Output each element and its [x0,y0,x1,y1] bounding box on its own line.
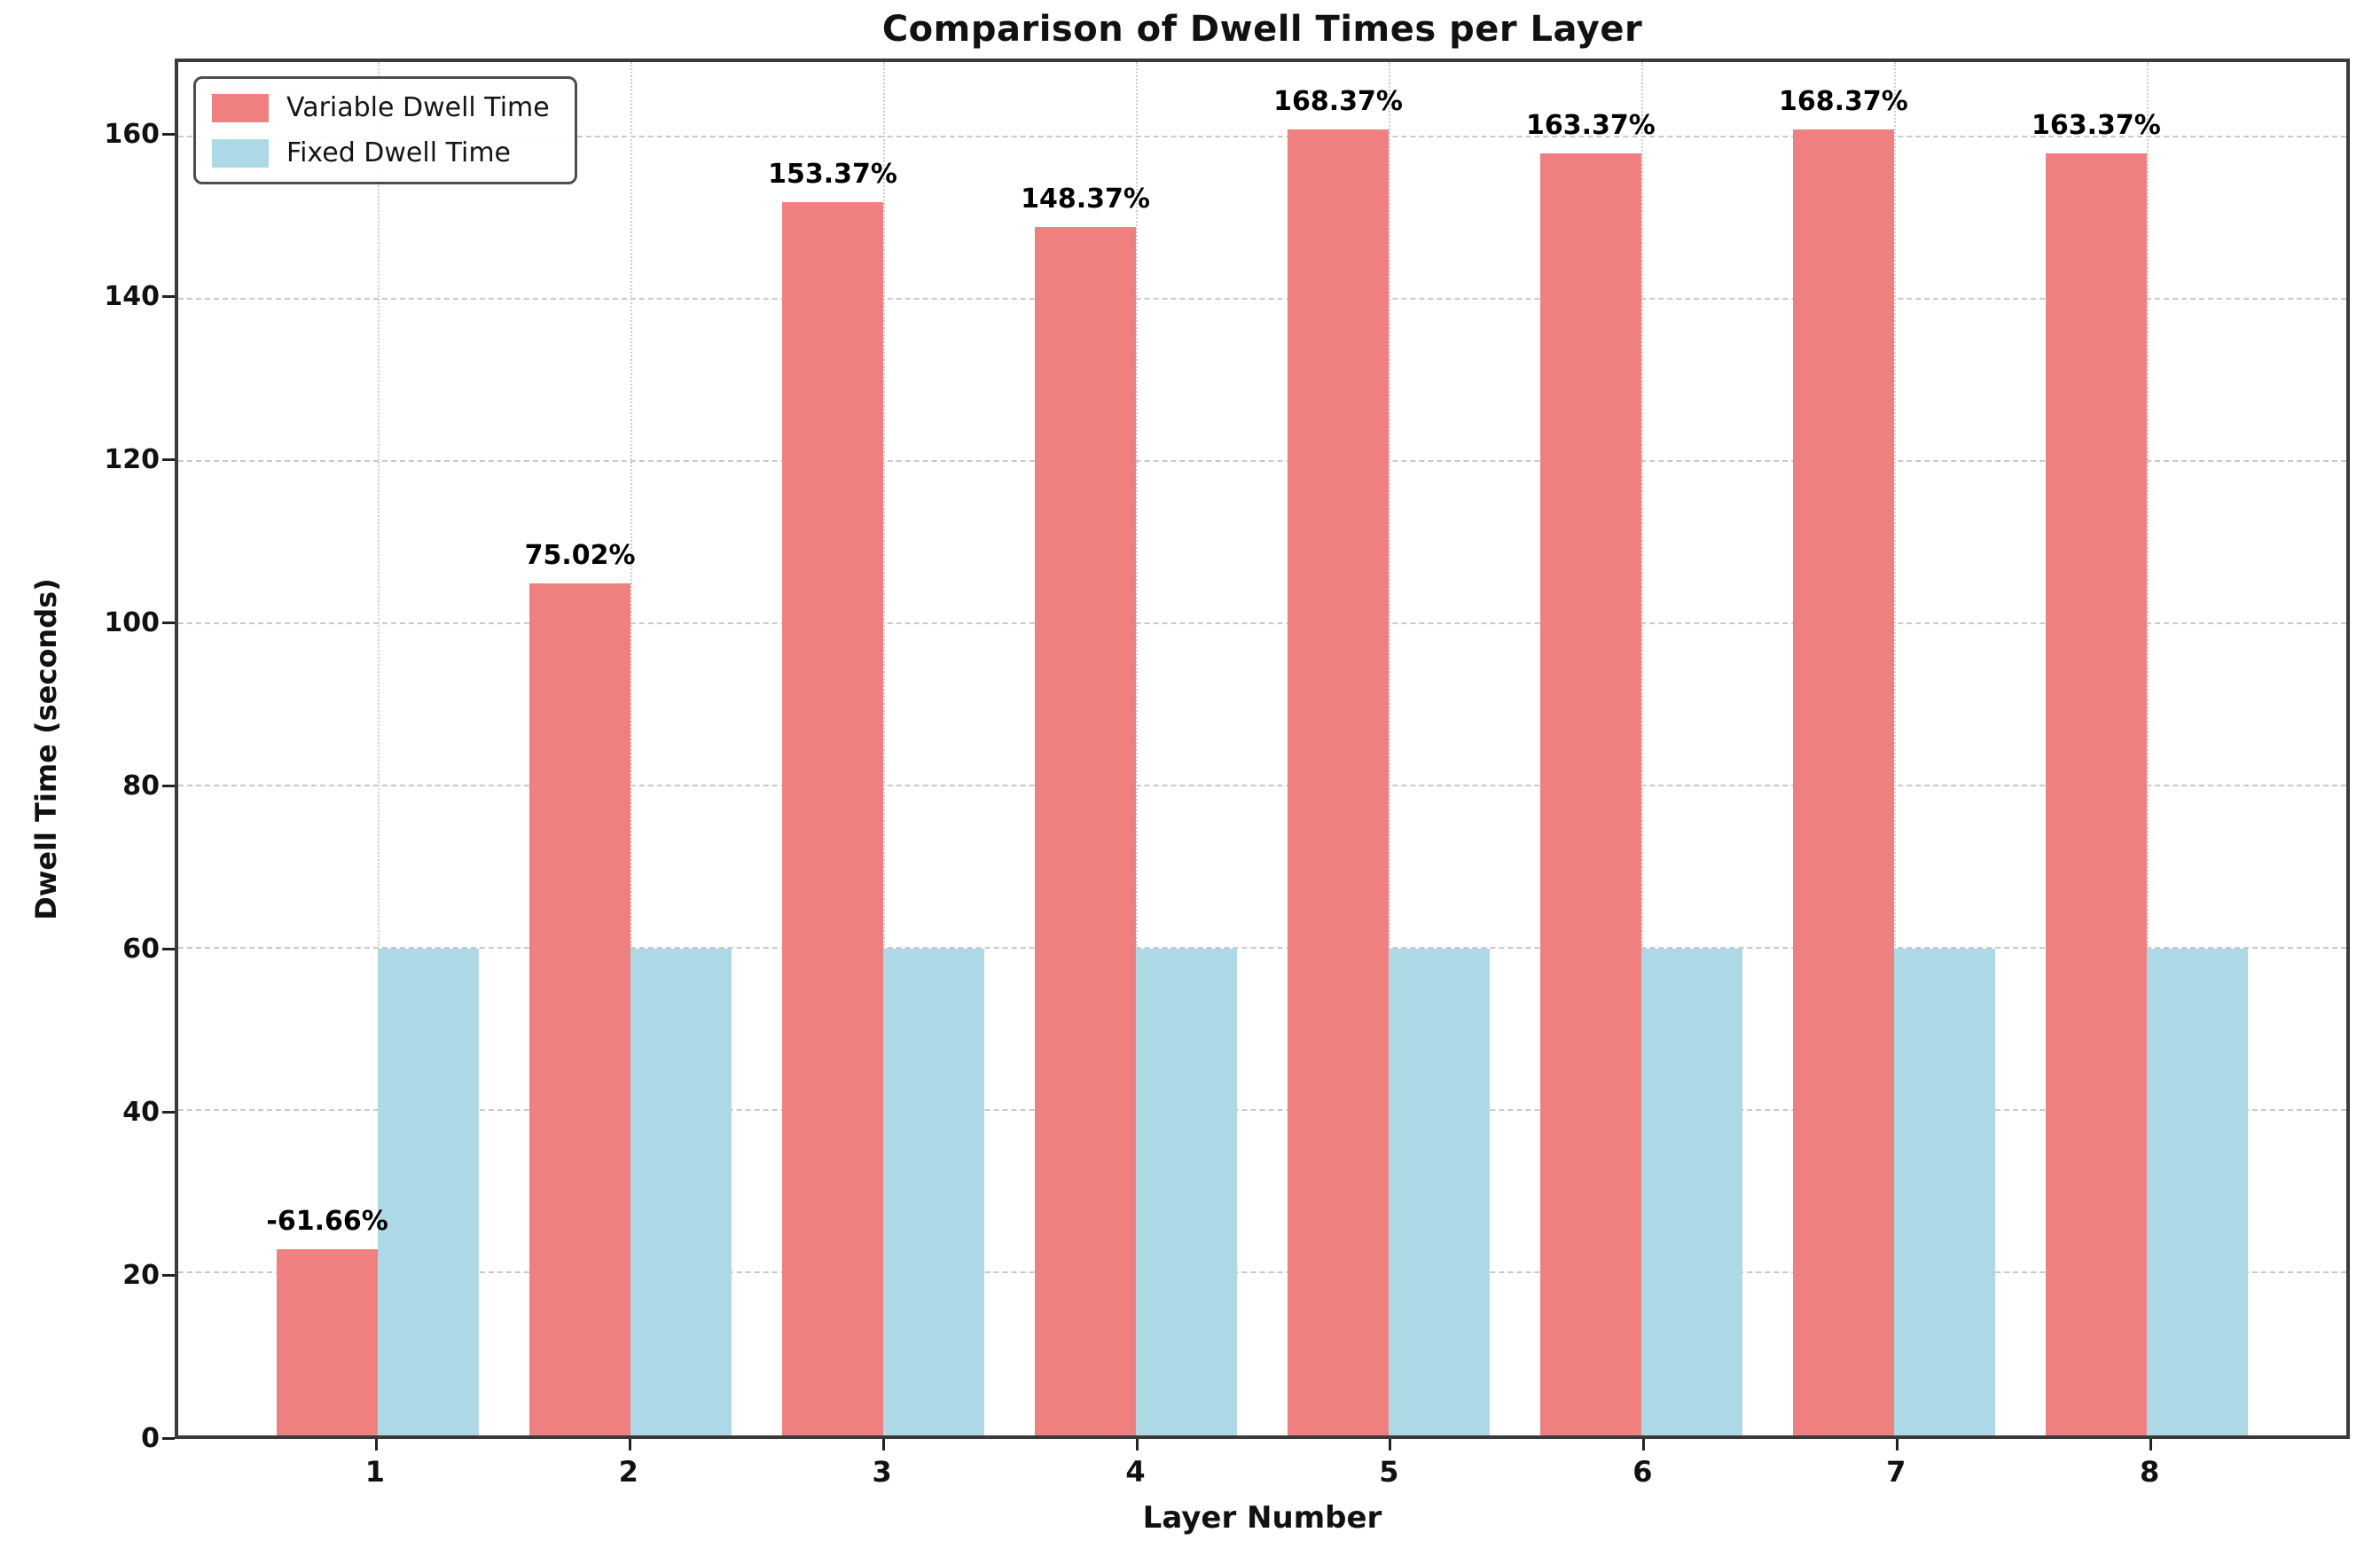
gridline-horizontal [178,1271,2346,1274]
x-tick-label-5: 5 [1379,1455,1399,1489]
bar-label-layer-8: 163.37% [2031,110,2161,142]
gridline-vertical [2146,62,2149,1435]
gridline-vertical [1893,62,1896,1435]
y-tick-label-40: 40 [122,1097,160,1129]
x-tick-label-2: 2 [618,1455,638,1489]
bar-fixed-layer-6 [1640,949,1742,1435]
y-tick-mark [162,1111,175,1114]
bar-label-layer-2: 75.02% [524,540,636,572]
bar-fixed-layer-8 [2146,949,2248,1435]
legend-item-fixed: Fixed Dwell Time [212,138,550,168]
bar-variable-layer-2 [529,583,631,1435]
gridline-horizontal [178,947,2346,950]
bar-variable-layer-7 [1792,129,1894,1435]
y-tick-label-160: 160 [104,118,160,150]
x-tick-mark [1642,1439,1646,1450]
x-tick-mark [1896,1439,1899,1450]
gridline-vertical [630,62,633,1435]
y-tick-label-80: 80 [122,770,160,802]
bar-variable-layer-3 [782,202,884,1435]
gridline-horizontal [178,785,2346,787]
x-tick-mark [881,1439,885,1450]
legend-label-variable: Variable Dwell Time [286,92,550,123]
gridline-horizontal [178,136,2346,138]
y-tick-mark [162,785,175,788]
bar-label-layer-1: -61.66% [266,1205,388,1237]
chart-title: Comparison of Dwell Times per Layer [881,9,1643,50]
x-tick-label-4: 4 [1125,1455,1146,1489]
x-tick-label-8: 8 [2140,1455,2160,1489]
bar-variable-layer-1 [277,1248,379,1435]
x-tick-mark [2149,1439,2153,1450]
x-axis-label: Layer Number [1142,1500,1382,1536]
bar-label-layer-7: 168.37% [1778,85,1908,117]
bar-variable-layer-6 [1539,153,1641,1435]
y-tick-mark [162,622,175,625]
bar-variable-layer-5 [1287,129,1389,1435]
bar-fixed-layer-5 [1388,949,1490,1435]
x-tick-label-3: 3 [872,1455,892,1489]
legend-item-variable: Variable Dwell Time [212,93,550,122]
x-tick-label-7: 7 [1886,1455,1906,1489]
bar-label-layer-6: 163.37% [1526,110,1656,142]
gridline-vertical [1136,62,1139,1435]
gridline-vertical [1388,62,1390,1435]
x-tick-mark [1389,1439,1392,1450]
bar-label-layer-5: 168.37% [1273,85,1403,117]
gridline-vertical [1640,62,1643,1435]
bar-label-layer-4: 148.37% [1021,183,1150,215]
x-tick-mark [374,1439,378,1450]
y-tick-label-0: 0 [141,1423,160,1454]
gridline-vertical [378,62,380,1435]
legend-swatch-variable-icon [212,93,269,122]
y-tick-mark [162,1437,175,1440]
x-axis-tick-labels: 1 2 3 4 5 6 7 8 [175,1458,2350,1495]
bar-label-layer-3: 153.37% [768,159,897,191]
y-axis-tick-labels: 0 20 40 60 80 100 120 140 160 [0,59,160,1451]
legend-label-fixed: Fixed Dwell Time [286,137,511,168]
y-tick-label-60: 60 [122,934,160,966]
x-axis-tick-marks [175,1439,2350,1453]
y-tick-mark [162,1274,175,1278]
legend: Variable Dwell Time Fixed Dwell Time [193,76,577,184]
x-tick-mark [1135,1439,1139,1450]
bar-variable-layer-8 [2045,153,2147,1435]
plot-area: Variable Dwell Time Fixed Dwell Time -61… [175,59,2350,1439]
bar-fixed-layer-7 [1893,949,1995,1435]
y-tick-label-20: 20 [122,1260,160,1292]
gridline-horizontal [178,1109,2346,1112]
x-tick-label-1: 1 [364,1455,385,1489]
gridline-horizontal [178,298,2346,301]
y-tick-label-100: 100 [104,607,160,639]
bar-fixed-layer-2 [630,949,732,1435]
gridline-horizontal [178,622,2346,625]
legend-swatch-fixed-icon [212,138,269,168]
x-tick-mark [628,1439,631,1450]
gridline-horizontal [178,460,2346,463]
bar-fixed-layer-4 [1136,949,1237,1435]
y-tick-mark [162,948,175,951]
y-axis-tick-marks [162,59,175,1440]
y-tick-mark [162,458,175,462]
y-tick-mark [162,132,175,136]
y-tick-label-120: 120 [104,444,160,476]
y-tick-label-140: 140 [104,281,160,313]
bar-variable-layer-4 [1035,226,1137,1435]
y-tick-mark [162,295,175,299]
gridline-vertical [883,62,886,1435]
bar-fixed-layer-3 [883,949,985,1435]
bar-fixed-layer-1 [378,949,480,1435]
x-tick-label-6: 6 [1632,1455,1653,1489]
